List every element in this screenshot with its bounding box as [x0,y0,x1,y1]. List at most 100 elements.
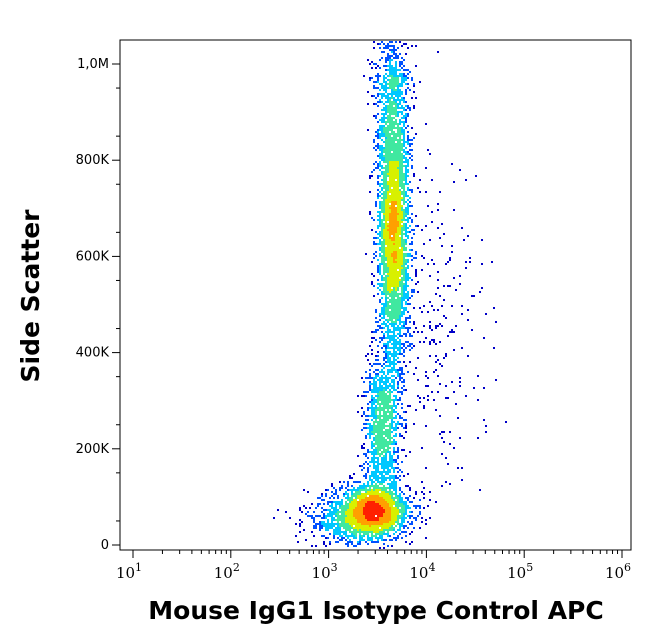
data-point [395,191,397,193]
data-point [357,491,359,493]
data-point [399,215,401,217]
data-point [389,353,391,355]
data-point [379,497,381,499]
data-point [417,187,419,189]
data-point [407,311,409,313]
data-point [471,329,473,331]
data-point [313,511,315,513]
data-point [405,267,407,269]
data-point [315,525,317,527]
data-point [395,285,397,287]
data-point [385,497,387,499]
data-point [331,491,333,493]
data-point [459,381,461,383]
data-point [399,63,401,65]
data-point [391,539,393,541]
data-point [369,77,371,79]
data-point [385,529,387,531]
data-point [363,517,365,519]
data-point [367,483,369,485]
data-point [355,493,357,495]
data-point [347,541,349,543]
data-point [401,377,403,379]
data-point [405,159,407,161]
data-point [401,217,403,219]
data-point [393,289,395,291]
data-point [393,381,395,383]
data-point [393,359,395,361]
data-point [399,257,401,259]
data-point [375,471,377,473]
data-point [409,189,411,191]
data-point [397,343,399,345]
data-point [355,529,357,531]
data-point [397,57,399,59]
data-point [397,113,399,115]
data-point [391,405,393,407]
data-point [373,541,375,543]
data-point [393,277,395,279]
data-point [383,511,385,513]
data-point [359,509,361,511]
data-point [391,497,393,499]
data-point [379,243,381,245]
data-point [419,191,421,193]
data-point [395,329,397,331]
data-point [413,423,415,425]
data-point [389,509,391,511]
data-point [389,65,391,67]
data-point [429,325,431,327]
data-point [393,367,395,369]
data-point [387,469,389,471]
data-point [397,133,399,135]
data-point [455,325,457,327]
data-point [477,375,479,377]
data-point [335,507,337,509]
data-point [397,75,399,77]
data-point [381,197,383,199]
data-point [341,505,343,507]
data-point [395,291,397,293]
data-point [361,537,363,539]
data-point [385,473,387,475]
data-point [397,193,399,195]
data-point [381,441,383,443]
data-point [409,139,411,141]
data-point [387,165,389,167]
data-point [393,127,395,129]
data-point [383,149,385,151]
data-point [339,503,341,505]
data-point [387,223,389,225]
data-point [351,495,353,497]
data-point [357,527,359,529]
data-point [367,523,369,525]
data-point [387,365,389,367]
data-point [407,267,409,269]
data-point [429,491,431,493]
data-point [337,501,339,503]
data-point [377,489,379,491]
data-point [417,357,419,359]
data-point [397,499,399,501]
data-point [379,417,381,419]
data-point [345,525,347,527]
data-point [373,517,375,519]
data-point [391,277,393,279]
data-point [387,53,389,55]
data-point [405,503,407,505]
data-point [401,371,403,373]
data-point [443,431,445,433]
data-point [395,215,397,217]
data-point [387,477,389,479]
data-point [379,133,381,135]
data-point [393,345,395,347]
data-point [407,227,409,229]
data-point [383,191,385,193]
data-point [437,325,439,327]
data-point [385,73,387,75]
data-point [391,369,393,371]
data-point [397,303,399,305]
data-point [377,369,379,371]
data-point [377,101,379,103]
data-point [397,313,399,315]
